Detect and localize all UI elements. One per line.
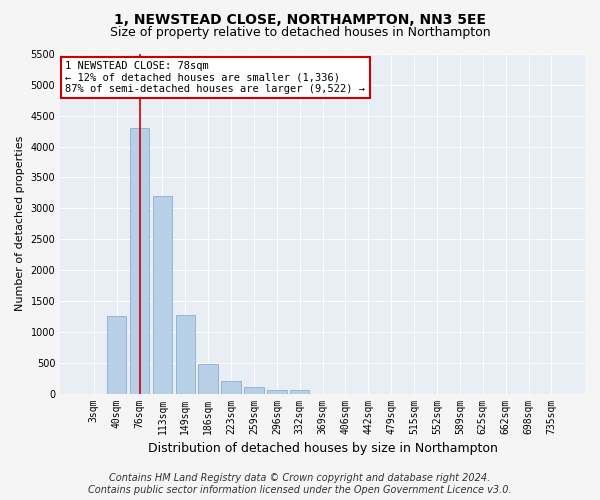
Bar: [290, 390, 310, 394]
Bar: [176, 314, 195, 394]
Text: Size of property relative to detached houses in Northampton: Size of property relative to detached ho…: [110, 26, 490, 39]
Text: 1, NEWSTEAD CLOSE, NORTHAMPTON, NN3 5EE: 1, NEWSTEAD CLOSE, NORTHAMPTON, NN3 5EE: [114, 12, 486, 26]
Bar: [130, 128, 149, 394]
Bar: [221, 381, 241, 394]
Text: Contains HM Land Registry data © Crown copyright and database right 2024.
Contai: Contains HM Land Registry data © Crown c…: [88, 474, 512, 495]
Bar: [152, 196, 172, 394]
Y-axis label: Number of detached properties: Number of detached properties: [15, 136, 25, 312]
Bar: [267, 390, 287, 394]
Bar: [244, 388, 263, 394]
Bar: [199, 364, 218, 394]
Text: 1 NEWSTEAD CLOSE: 78sqm
← 12% of detached houses are smaller (1,336)
87% of semi: 1 NEWSTEAD CLOSE: 78sqm ← 12% of detache…: [65, 61, 365, 94]
X-axis label: Distribution of detached houses by size in Northampton: Distribution of detached houses by size …: [148, 442, 497, 455]
Bar: [107, 316, 127, 394]
